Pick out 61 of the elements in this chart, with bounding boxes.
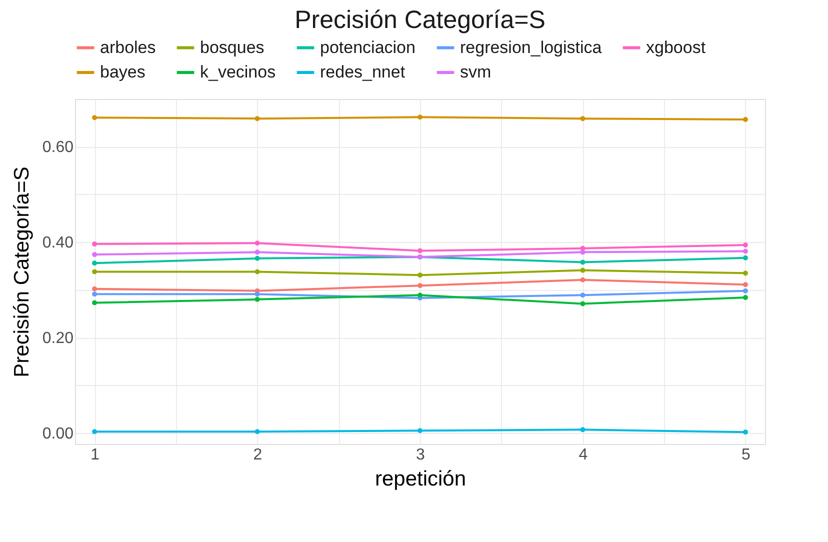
x-tick-label: 1	[90, 446, 100, 464]
point	[580, 250, 586, 255]
point	[254, 292, 260, 297]
point	[254, 116, 260, 122]
point	[742, 430, 748, 435]
legend-label: k_vecinos	[200, 62, 276, 82]
point	[580, 292, 586, 298]
point	[418, 292, 422, 298]
x-axis-title: repetición	[374, 468, 466, 490]
point	[742, 295, 748, 300]
legend-label: potenciacion	[320, 38, 416, 57]
x-tick-label: 2	[253, 446, 262, 464]
point	[254, 429, 260, 434]
point	[92, 300, 98, 306]
legend-label: bosques	[200, 38, 264, 57]
point	[418, 114, 422, 120]
legend-label: xgboost	[646, 38, 706, 57]
point	[742, 248, 748, 254]
point	[92, 269, 98, 274]
point	[92, 252, 98, 258]
chart-title: Precisión Categoría=S	[294, 6, 546, 34]
legend-label: redes_nnet	[320, 62, 406, 82]
point	[418, 428, 422, 434]
point	[254, 296, 260, 302]
point	[418, 248, 422, 254]
x-tick-label: 5	[742, 446, 751, 464]
legend-label: regresion_logistica	[460, 38, 602, 57]
point	[742, 288, 748, 294]
y-axis-title: Precisión Categoría=S	[10, 166, 34, 378]
point	[254, 269, 260, 274]
point	[92, 286, 98, 292]
point	[580, 268, 586, 273]
x-tick-label: 3	[416, 446, 426, 464]
point	[580, 301, 586, 306]
y-tick-label: 0.00	[42, 426, 74, 443]
point	[580, 427, 586, 432]
point	[92, 115, 98, 120]
y-tick-label: 0.60	[42, 139, 74, 156]
point	[742, 270, 748, 276]
point	[742, 282, 748, 288]
legend-label: bayes	[100, 62, 146, 82]
point	[580, 277, 586, 282]
y-tick-label: 0.20	[42, 330, 74, 348]
x-tick-label: 4	[578, 446, 588, 464]
point	[254, 250, 260, 255]
point	[418, 272, 422, 278]
point	[92, 292, 98, 297]
point	[580, 260, 586, 265]
point	[92, 260, 98, 266]
legend-label: svm	[460, 62, 492, 82]
point	[92, 242, 98, 247]
point	[580, 116, 586, 122]
point	[92, 429, 98, 434]
point	[742, 117, 748, 122]
point	[254, 240, 260, 246]
point	[418, 283, 422, 288]
point	[254, 256, 260, 261]
point	[742, 255, 748, 260]
y-tick-label: 0.40	[42, 234, 74, 252]
legend-label: arboles	[100, 38, 156, 57]
point	[742, 242, 748, 248]
